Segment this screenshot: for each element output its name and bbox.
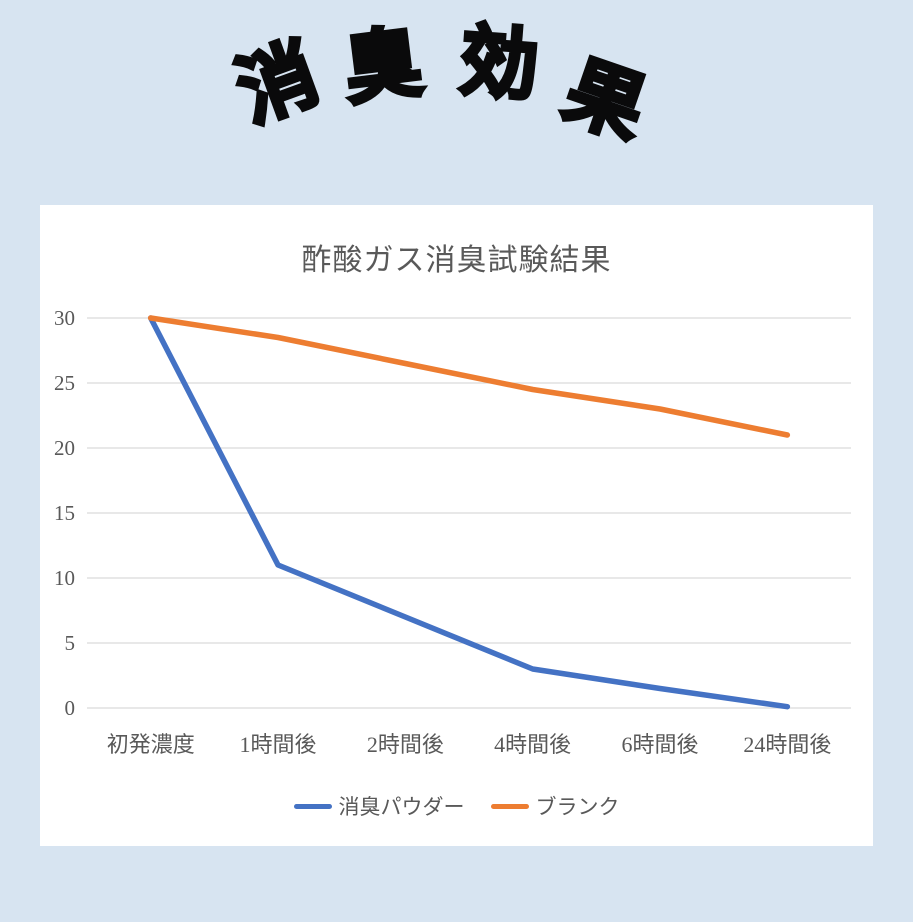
poster-title-char-1: 消 <box>224 26 332 141</box>
x-category-label: 24時間後 <box>743 732 831 757</box>
x-category-label: 2時間後 <box>367 732 444 757</box>
chart-card: 0 5 10 15 20 25 30 初発濃度 1時間後 2時間後 4時間後 6時間後 24時間後 酢酸… <box>40 205 873 846</box>
y-tick-label: 0 <box>65 696 76 720</box>
chart-title: 酢酸ガス消臭試験結果 <box>301 244 612 277</box>
y-tick-label: 20 <box>54 436 75 460</box>
x-category-label: 4時間後 <box>494 732 571 757</box>
y-tick-label: 30 <box>54 306 75 330</box>
x-category-label: 1時間後 <box>240 732 317 757</box>
y-tick-label: 10 <box>54 566 75 590</box>
y-tick-label: 5 <box>65 631 76 655</box>
y-tick-label: 15 <box>54 501 75 525</box>
legend-label: ブランク <box>535 795 620 819</box>
y-tick-label: 25 <box>54 371 75 395</box>
chart-legend: 消臭パウダー ブランク <box>40 791 873 821</box>
series-line <box>147 315 791 710</box>
legend-item: ブランク <box>490 791 620 821</box>
legend-swatch <box>293 803 332 809</box>
x-category-label: 初発濃度 <box>107 732 195 757</box>
poster-title-char-2: 臭 <box>337 16 429 119</box>
series-line <box>147 315 791 438</box>
poster-title-char-3: 効 <box>455 14 543 113</box>
poster-title-char-4: 果 <box>551 44 658 158</box>
poster-title: 消 臭 効 果 <box>0 0 913 200</box>
legend-item: 消臭パウダー <box>293 791 465 821</box>
legend-label: 消臭パウダー <box>338 795 465 819</box>
legend-swatch <box>490 803 529 809</box>
line-chart: 0 5 10 15 20 25 30 初発濃度 1時間後 2時間後 4時間後 6時間後 24時間後 <box>54 306 851 757</box>
x-category-label: 6時間後 <box>622 732 699 757</box>
